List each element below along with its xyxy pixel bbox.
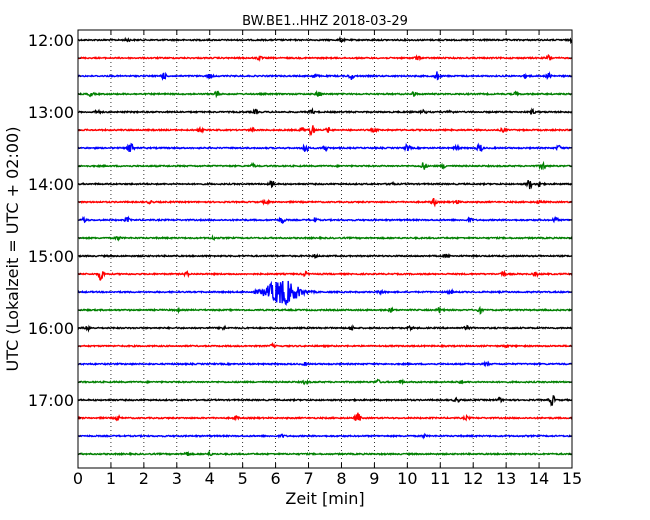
x-tick-label: 11 [430, 469, 450, 488]
x-tick-label: 8 [336, 469, 346, 488]
y-tick-label: 13:00 [28, 103, 74, 122]
seismogram-trace [77, 71, 573, 81]
y-tick-label: 14:00 [28, 175, 74, 194]
chart-title: BW.BE1..HHZ 2018-03-29 [242, 14, 408, 29]
seismogram-trace [77, 252, 573, 259]
seismogram-trace [77, 269, 573, 281]
grid-layer [110, 30, 540, 468]
seismogram-trace [77, 197, 573, 208]
seismogram-trace [77, 378, 573, 386]
x-tick-label: 9 [369, 469, 379, 488]
x-tick-label: 15 [562, 469, 582, 488]
x-tick-label: 6 [271, 469, 281, 488]
seismogram-trace [77, 107, 573, 115]
seismogram-trace [77, 89, 573, 99]
x-axis-label: Zeit [min] [285, 489, 364, 508]
x-tick-label: 14 [529, 469, 549, 488]
seismogram-trace [77, 234, 573, 242]
seismogram-trace [77, 341, 573, 349]
x-tick-label: 1 [106, 469, 116, 488]
seismogram-trace [77, 324, 573, 333]
seismogram-trace [77, 360, 573, 368]
seismogram-trace [77, 125, 573, 137]
seismogram-trace [77, 215, 573, 224]
x-tick-label: 13 [496, 469, 516, 488]
x-tick-label: 7 [303, 469, 313, 488]
x-tick-label: 0 [73, 469, 83, 488]
seismogram-trace [77, 53, 573, 63]
seismogram-trace [77, 160, 573, 171]
y-tick-label: 15:00 [28, 247, 74, 266]
seismogram-trace [77, 35, 573, 45]
y-tick-label: 16:00 [28, 319, 74, 338]
seismogram-trace [77, 142, 573, 153]
x-tick-label: 3 [172, 469, 182, 488]
x-tick-label: 4 [205, 469, 215, 488]
seismogram-trace [77, 412, 573, 422]
x-tick-label: 5 [238, 469, 248, 488]
seismogram-trace [77, 432, 573, 440]
x-tick-label: 2 [139, 469, 149, 488]
y-axis-label: UTC (Lokalzeit = UTC + 02:00) [3, 127, 22, 372]
y-tick-label: 12:00 [28, 31, 74, 50]
plot-frame [77, 29, 573, 469]
seismogram-trace [77, 395, 573, 407]
seismogram-trace [77, 305, 573, 315]
trace-layer [77, 35, 573, 457]
seismogram-trace [77, 280, 573, 306]
y-tick-label: 17:00 [28, 391, 74, 410]
seismogram-trace [77, 449, 573, 457]
tick-layer: 0 1 2 3 4 5 6 7 8 9 10 11 12 13 14 1512:0013:0014:0015:… [28, 30, 582, 488]
x-tick-label: 12 [463, 469, 483, 488]
seismogram-trace [77, 179, 573, 190]
x-tick-label: 10 [397, 469, 417, 488]
